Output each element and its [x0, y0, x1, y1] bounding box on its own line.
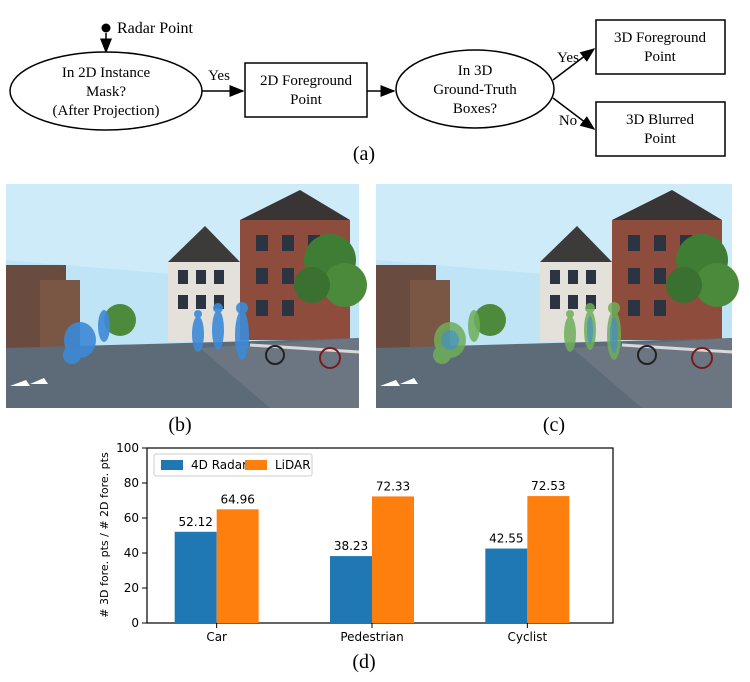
flowchart: Radar Point In 2D Instance Mask? (After … — [9, 19, 726, 165]
legend-label-lidar: LiDAR — [275, 458, 311, 472]
start-label: Radar Point — [117, 20, 194, 37]
data-label: 72.53 — [531, 479, 565, 493]
caption-b: (b) — [168, 414, 191, 436]
data-label: 64.96 — [220, 492, 254, 506]
no2-label: No — [559, 113, 577, 129]
box-no-line2: Point — [644, 131, 677, 147]
bar-radar — [174, 531, 217, 623]
caption-c: (c) — [543, 414, 565, 436]
caption-d: (d) — [352, 651, 375, 673]
x-tick-label: Cyclist — [507, 630, 547, 644]
y-tick-label: 20 — [124, 581, 139, 595]
bar-radar — [330, 556, 372, 623]
y-tick-label: 100 — [116, 441, 139, 455]
box-yes-line1: 3D Foreground — [614, 30, 707, 46]
yes2-label: Yes — [557, 50, 579, 66]
photo-b: (b) — [6, 184, 367, 436]
bar-lidar — [527, 496, 570, 623]
y-tick-label: 60 — [124, 511, 139, 525]
bar-chart: 0 20 40 60 80 100 Car 52.12 64.96 Pedestrian 38.23… — [98, 441, 614, 673]
bar-lidar — [372, 496, 414, 623]
decision1-line2: Mask? — [86, 84, 126, 100]
box-3d-foreground — [595, 19, 726, 75]
arrow-yes2 — [552, 48, 596, 81]
start-dot — [101, 23, 111, 33]
data-label: 52.12 — [178, 515, 212, 529]
chart-marks: 0 20 40 60 80 100 Car 52.12 64.96 Pedestrian 38.23… — [116, 441, 570, 644]
decision2-line2: Ground-Truth — [433, 82, 517, 98]
yes1-label: Yes — [208, 68, 230, 84]
decision1-line3: (After Projection) — [52, 103, 159, 119]
legend: 4D Radar LiDAR — [153, 453, 313, 477]
box-no-line1: 3D Blurred — [626, 112, 694, 128]
bar-lidar — [216, 509, 259, 623]
legend-frame — [153, 453, 313, 477]
decision2-line1: In 3D — [458, 63, 493, 79]
caption-a: (a) — [353, 143, 375, 165]
box-yes-line2: Point — [644, 49, 677, 65]
y-tick-label: 40 — [124, 546, 139, 560]
y-tick-label: 80 — [124, 476, 139, 490]
photo-c: (c) — [376, 184, 739, 436]
x-tick-label: Car — [206, 630, 227, 644]
data-label: 72.33 — [376, 479, 410, 493]
box1-line2: Point — [290, 92, 323, 108]
legend-label-radar: 4D Radar — [191, 458, 247, 472]
x-tick-label: Pedestrian — [340, 630, 403, 644]
data-label: 38.23 — [334, 539, 368, 553]
y-axis-label: # 3D fore. pts / # 2D fore. pts — [98, 452, 111, 618]
box-3d-blurred — [595, 101, 726, 157]
decision2-line3: Boxes? — [453, 101, 498, 117]
decision1-line1: In 2D Instance — [62, 65, 151, 81]
legend-swatch-lidar — [245, 460, 267, 470]
decision-3d-boxes — [395, 49, 555, 129]
box-2d-foreground — [244, 62, 368, 118]
data-label: 42.55 — [489, 532, 523, 546]
y-tick-label: 0 — [131, 616, 139, 630]
arrow-no2 — [552, 97, 596, 130]
legend-swatch-radar — [161, 460, 183, 470]
box1-line1: 2D Foreground — [260, 73, 353, 89]
bar-radar — [485, 548, 528, 623]
